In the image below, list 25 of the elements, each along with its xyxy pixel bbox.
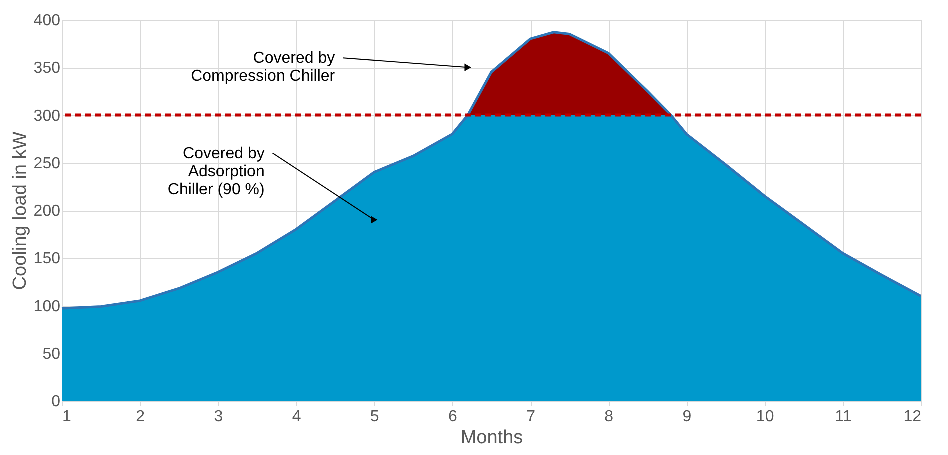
y-tick-label: 50 <box>42 346 61 363</box>
x-tick-label: 6 <box>448 408 458 426</box>
y-tick-label: 200 <box>34 203 61 220</box>
x-axis-title: Months <box>460 428 524 448</box>
x-tick-label: 8 <box>604 408 614 426</box>
x-tick-label: 7 <box>526 408 536 426</box>
x-tick-label: 2 <box>136 408 146 426</box>
y-tick-label: 350 <box>34 60 61 78</box>
x-tick-label: 1 <box>62 408 72 426</box>
x-tick-label: 11 <box>835 408 852 426</box>
y-tick-label: 100 <box>34 298 61 316</box>
x-tick-label: 9 <box>682 408 692 426</box>
y-tick-label: 300 <box>34 108 61 125</box>
x-tick-label: 12 <box>904 408 922 426</box>
y-axis-title: Cooling load in kW <box>10 132 31 290</box>
x-tick-label: 10 <box>756 408 774 426</box>
x-tick-label: 5 <box>370 408 380 426</box>
x-tick-label: 3 <box>214 408 224 426</box>
x-tick-label: 4 <box>292 408 302 426</box>
y-tick-label: 150 <box>34 250 61 268</box>
annotation: Covered by Adsorption Chiller (90 %) <box>168 145 265 198</box>
y-tick-label: 250 <box>34 155 61 172</box>
y-tick-label: 400 <box>34 12 61 30</box>
y-tick-label: 0 <box>52 394 61 410</box>
annotation: Covered by Compression Chiller <box>191 50 336 86</box>
